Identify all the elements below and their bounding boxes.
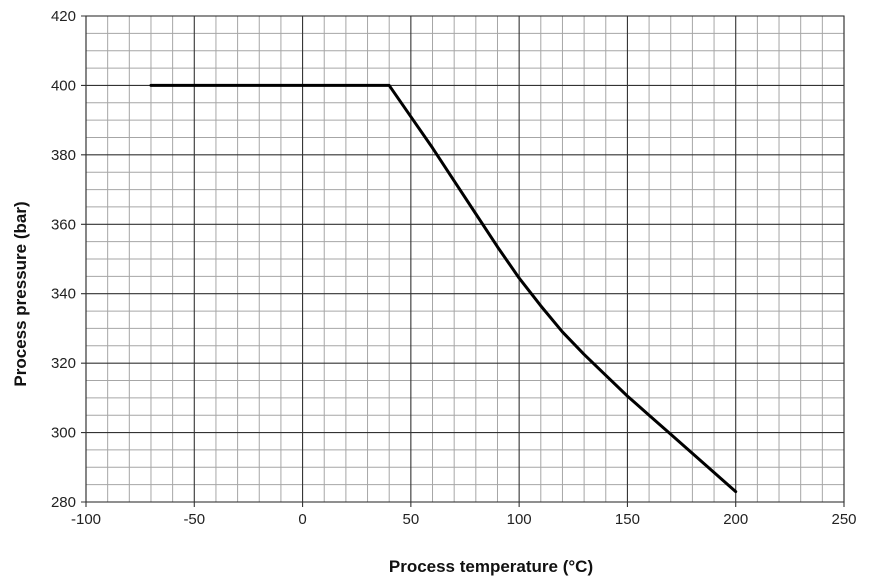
y-tick-label: 280 xyxy=(51,494,76,511)
x-tick-label: 150 xyxy=(615,511,640,528)
plot-border xyxy=(85,15,845,503)
y-tick-label: 340 xyxy=(51,286,76,303)
y-axis-ticks: 280 300 320 340 360 380 400 420 xyxy=(51,8,76,511)
x-tick-label: 250 xyxy=(831,511,856,528)
x-tick-label: 100 xyxy=(507,511,532,528)
x-tick-label: 50 xyxy=(403,511,420,528)
x-axis-title: Process temperature (°C) xyxy=(389,557,593,576)
y-tick-label: 400 xyxy=(51,77,76,94)
y-tick-label: 420 xyxy=(51,8,76,25)
y-tick-label: 320 xyxy=(51,355,76,372)
y-tick-label: 300 xyxy=(51,425,76,442)
x-axis-ticks: -100 -50 0 50 100 150 200 250 xyxy=(71,511,857,528)
x-tick-label: 0 xyxy=(298,511,306,528)
minor-grid xyxy=(86,16,844,502)
y-tick-label: 380 xyxy=(51,147,76,164)
y-axis-title: Process pressure (bar) xyxy=(11,201,30,386)
x-tick-label: -100 xyxy=(71,511,101,528)
plot-frame xyxy=(85,15,845,503)
x-tick-label: 200 xyxy=(723,511,748,528)
series-line xyxy=(149,83,738,494)
series-layer xyxy=(149,83,738,494)
y-tick-label: 360 xyxy=(51,216,76,233)
x-tick-label: -50 xyxy=(183,511,205,528)
major-grid xyxy=(81,15,845,507)
